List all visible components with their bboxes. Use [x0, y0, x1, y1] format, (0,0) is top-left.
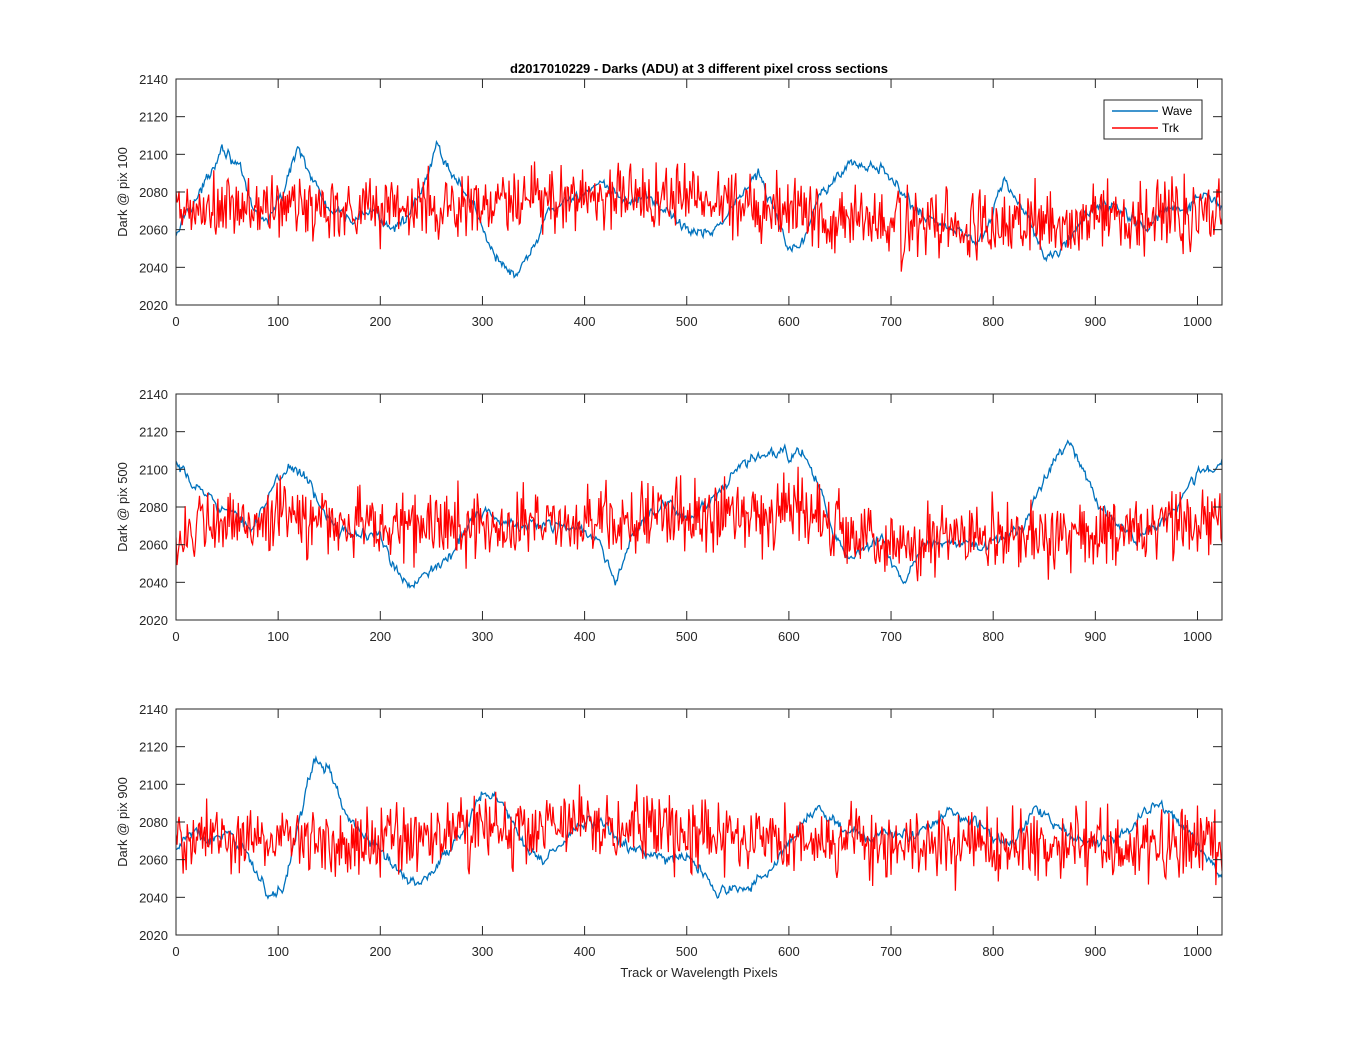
plot-area [176, 709, 1222, 935]
y-tick-label: 2040 [139, 890, 168, 905]
x-tick-label: 0 [172, 629, 179, 644]
legend: Wave Trk [1103, 99, 1203, 140]
x-tick-label: 1000 [1183, 944, 1212, 959]
y-tick-label: 2100 [139, 777, 168, 792]
x-tick-label: 800 [982, 314, 1004, 329]
axes-panel-1: 0 100 200 300 400 500 600 700 800 900 1000 2020 2040… [115, 72, 1223, 329]
x-tick-label: 1000 [1183, 629, 1212, 644]
x-tick-label: 200 [369, 629, 391, 644]
x-tick-label: 400 [574, 314, 596, 329]
y-tick-label: 2140 [139, 72, 168, 87]
x-tick-label: 100 [267, 629, 289, 644]
x-tick-label: 700 [880, 314, 902, 329]
figure-title: d2017010229 - Darks (ADU) at 3 different… [510, 61, 888, 76]
x-tick-label: 700 [880, 629, 902, 644]
x-tick-label: 900 [1084, 629, 1106, 644]
x-tick-label: 200 [369, 314, 391, 329]
y-tick-label: 2020 [139, 928, 168, 943]
x-tick-label: 0 [172, 314, 179, 329]
x-tick-label: 300 [472, 629, 494, 644]
x-tick-label: 800 [982, 944, 1004, 959]
y-tick-label: 2080 [139, 500, 168, 515]
y-tick-label: 2080 [139, 815, 168, 830]
y-tick-label: 2100 [139, 147, 168, 162]
y-axis-label: Dark @ pix 900 [115, 777, 130, 867]
y-tick-label: 2100 [139, 462, 168, 477]
axes-panel-2: 0 100 200 300 400 500 600 700 800 900 1000 2020 2040… [115, 387, 1223, 644]
axes-container: 0 100 200 300 400 500 600 700 800 900 100020202040… [115, 72, 1223, 980]
y-tick-label: 2140 [139, 702, 168, 717]
y-tick-label: 2120 [139, 110, 168, 125]
series-line-trk [176, 466, 1222, 582]
y-tick-label: 2080 [139, 185, 168, 200]
y-axis-label: Dark @ pix 100 [115, 147, 130, 237]
x-tick-label: 200 [369, 944, 391, 959]
y-tick-label: 2060 [139, 223, 168, 238]
series-line-wave [176, 139, 1222, 279]
y-tick-label: 2120 [139, 740, 168, 755]
axes-panel-3: 0 100 200 300 400 500 600 700 800 900 1000 2020 2040… [115, 702, 1223, 980]
y-tick-label: 2040 [139, 260, 168, 275]
x-tick-label: 900 [1084, 944, 1106, 959]
x-axis-label: Track or Wavelength Pixels [620, 965, 778, 980]
x-tick-label: 700 [880, 944, 902, 959]
legend-box [1103, 99, 1203, 140]
x-tick-label: 600 [778, 629, 800, 644]
series-line-trk [176, 784, 1222, 891]
x-tick-label: 600 [778, 314, 800, 329]
series-line-wave [176, 755, 1222, 900]
y-tick-label: 2120 [139, 425, 168, 440]
x-tick-label: 300 [472, 944, 494, 959]
x-tick-label: 500 [676, 629, 698, 644]
y-tick-label: 2060 [139, 538, 168, 553]
y-tick-label: 2020 [139, 613, 168, 628]
x-tick-label: 100 [267, 944, 289, 959]
legend-label-trk: Trk [1162, 121, 1180, 135]
y-tick-label: 2040 [139, 575, 168, 590]
y-tick-label: 2140 [139, 387, 168, 402]
x-tick-label: 1000 [1183, 314, 1212, 329]
x-tick-label: 500 [676, 314, 698, 329]
x-tick-label: 300 [472, 314, 494, 329]
legend-label-wave: Wave [1162, 104, 1193, 118]
x-tick-label: 400 [574, 629, 596, 644]
y-tick-label: 2020 [139, 298, 168, 313]
x-tick-label: 500 [676, 944, 698, 959]
x-tick-label: 100 [267, 314, 289, 329]
y-axis-label: Dark @ pix 500 [115, 462, 130, 552]
y-tick-label: 2060 [139, 853, 168, 868]
x-tick-label: 900 [1084, 314, 1106, 329]
x-tick-label: 0 [172, 944, 179, 959]
x-tick-label: 600 [778, 944, 800, 959]
series-line-trk [176, 161, 1222, 272]
x-tick-label: 800 [982, 629, 1004, 644]
x-tick-label: 400 [574, 944, 596, 959]
